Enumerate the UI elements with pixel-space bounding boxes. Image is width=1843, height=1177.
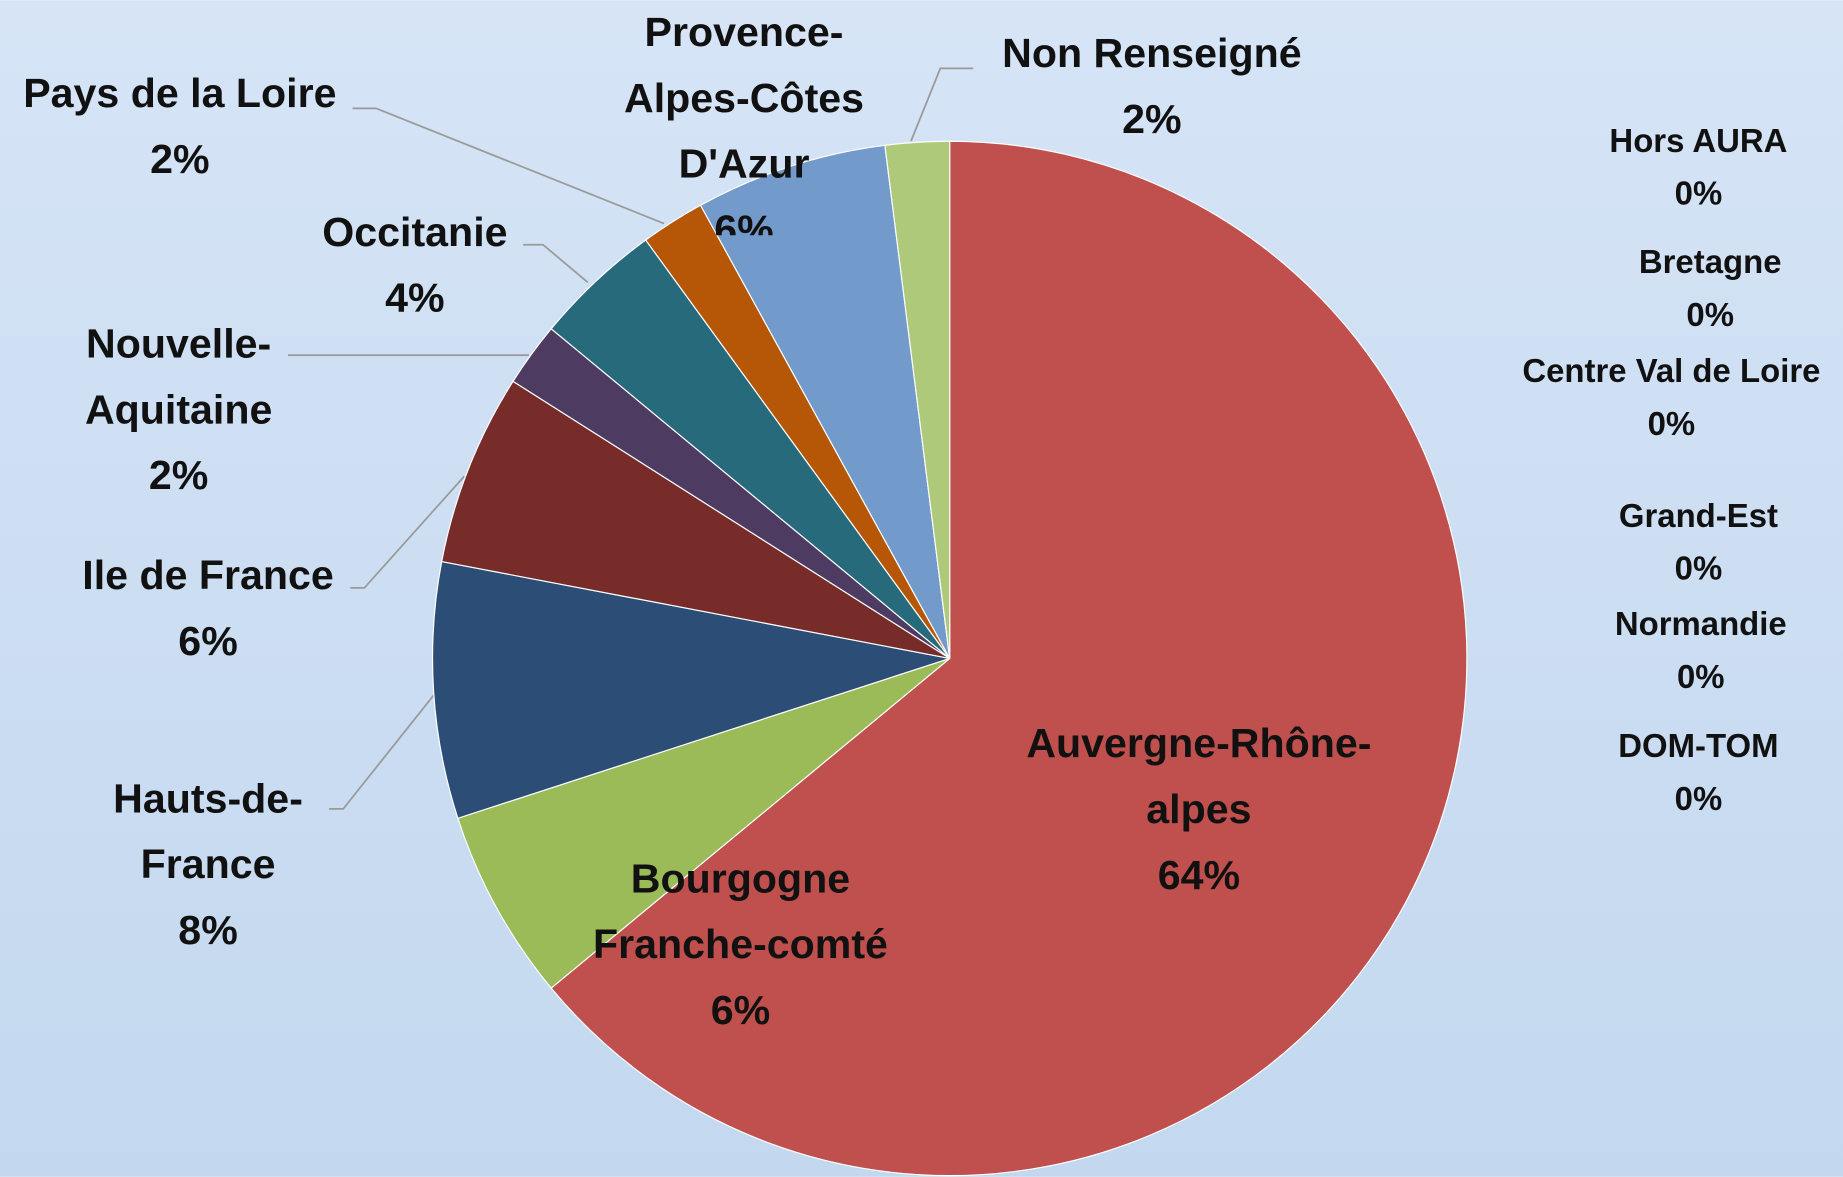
slice-label: Centre Val de Loire 0% (1495, 345, 1843, 451)
slice-label: Non Renseigné 2% (964, 21, 1340, 153)
slice-label: Hors AURA 0% (1546, 114, 1843, 220)
category-label: Nouvelle-Aquitaine (84, 321, 273, 433)
category-label: Non Renseigné (1002, 30, 1302, 77)
value-label: 6% (178, 618, 238, 665)
value-label: 6% (714, 207, 774, 236)
slice-label: Nouvelle-Aquitaine 2% (26, 312, 332, 509)
category-label: Grand-Est (1618, 497, 1778, 534)
value-label: 64% (1157, 852, 1241, 899)
slice-label: Bourgogne Franche-comté 6% (552, 846, 928, 1043)
value-label: 0% (1686, 296, 1734, 333)
pie-slice (441, 380, 951, 660)
leader-line (350, 475, 465, 589)
category-label: Normandie (1614, 605, 1787, 642)
category-label: Centre Val de Loire (1522, 352, 1821, 390)
slice-label: Bretagne 0% (1557, 235, 1843, 341)
value-label: 0% (1676, 658, 1725, 695)
value-label: 0% (1674, 550, 1723, 587)
value-label: 6% (710, 987, 771, 1034)
leader-line (910, 67, 974, 142)
category-label: DOM-TOM (1618, 727, 1779, 765)
category-label: Auvergne-Rhône-alpes (1026, 720, 1372, 833)
label-box: Hauts-de-France 8% (79, 767, 338, 964)
pie-slice (884, 140, 951, 659)
pie-slice (550, 140, 1468, 1177)
category-label: Hors AURA (1609, 122, 1788, 159)
label-box: Centre Val de Loire 0% (1495, 345, 1843, 451)
slice-label: Auvergne-Rhône-alpes 64% (1023, 711, 1376, 908)
slice-label: Pays de la Loire 2% (0, 61, 374, 193)
label-box: Bourgogne Franche-comté 6% (552, 846, 928, 1043)
label-box: Nouvelle-Aquitaine 2% (26, 312, 332, 509)
label-box: Pays de la Loire 2% (0, 61, 374, 193)
labels: Auvergne-Rhône-alpes 64% Bourgogne Franche… (0, 0, 1843, 1043)
category-label: Provence-Alpes-Côtes D'Azur (623, 9, 865, 188)
label-box: Hors AURA 0% (1546, 114, 1843, 220)
pie-slice (699, 144, 951, 659)
category-label: Occitanie (322, 209, 508, 256)
value-label: 0% (1674, 780, 1723, 818)
leader-lines (287, 67, 974, 810)
slice-label: Provence-Alpes-Côtes D'Azur 6% (603, 0, 885, 236)
value-label: 2% (150, 136, 210, 183)
label-box: Bretagne 0% (1557, 235, 1843, 341)
category-label: Hauts-de-France (113, 775, 303, 888)
label-box: Grand-Est 0% (1546, 489, 1843, 595)
slice-label: Hauts-de-France 8% (79, 767, 338, 964)
pie-slice (431, 560, 950, 819)
label-box: Non Renseigné 2% (964, 21, 1340, 153)
label-box: Occitanie 4% (274, 200, 556, 332)
leader-line (352, 107, 665, 225)
value-label: 2% (1122, 96, 1182, 143)
label-box: Normandie 0% (1548, 597, 1843, 703)
slice-label: DOM-TOM 0% (1546, 720, 1843, 826)
pie (431, 140, 1468, 1177)
value-label: 2% (148, 452, 209, 499)
label-box: DOM-TOM 0% (1546, 720, 1843, 826)
slice-label: Ile de France 6% (38, 543, 379, 675)
category-label: Pays de la Loire (23, 70, 337, 117)
category-label: Bretagne (1638, 243, 1782, 280)
label-box: Ile de France 6% (38, 543, 379, 675)
leader-line (329, 693, 436, 810)
value-label: 8% (178, 907, 238, 954)
leader-line (523, 243, 589, 283)
pie-slice (457, 657, 951, 989)
slice-label: Grand-Est 0% (1546, 489, 1843, 595)
value-label: 0% (1674, 175, 1723, 212)
category-label: Bourgogne Franche-comté (593, 855, 888, 968)
label-box: Auvergne-Rhône-alpes 64% (1023, 711, 1376, 908)
slice-label: Normandie 0% (1548, 597, 1843, 703)
value-label: 0% (1647, 405, 1696, 443)
slice-label: Occitanie 4% (274, 200, 556, 332)
category-label: Ile de France (82, 552, 334, 599)
value-label: 4% (385, 275, 445, 322)
label-box: Provence-Alpes-Côtes D'Azur 6% (603, 0, 885, 236)
